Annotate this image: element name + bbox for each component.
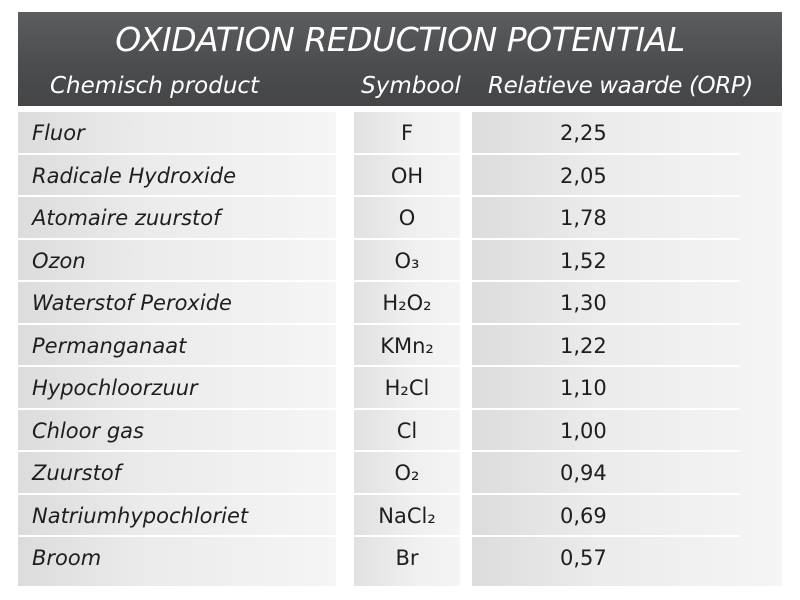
- symbol-cell: O₂: [394, 461, 420, 485]
- orp-value-cell: 0,69: [560, 503, 607, 528]
- row-divider: [18, 492, 336, 495]
- row-divider: [472, 535, 740, 537]
- symbol-cell: NaCl₂: [378, 503, 436, 528]
- product-cell: Atomaire zuurstof: [32, 206, 221, 230]
- table-row: Broom Br 0,57: [0, 537, 800, 580]
- row-divider: [18, 535, 336, 537]
- row-divider: [354, 280, 460, 282]
- table-row: Ozon O₃ 1,52: [0, 240, 800, 282]
- row-divider: [18, 280, 336, 282]
- product-cell: Ozon: [32, 248, 86, 273]
- orp-value-cell: 1,30: [560, 291, 607, 315]
- row-divider: [354, 450, 460, 452]
- product-cell: Permanganaat: [32, 333, 187, 358]
- symbol-cell: Cl: [396, 418, 418, 443]
- row-divider: [472, 492, 740, 495]
- orp-value-cell: 1,10: [560, 376, 607, 400]
- orp-value-cell: 1,00: [560, 418, 607, 443]
- orp-value-cell: 2,25: [560, 121, 607, 145]
- table-header: OXIDATION REDUCTION POTENTIAL Chemisch p…: [18, 12, 782, 106]
- column-header-symbol: Symbool: [361, 73, 461, 99]
- value-column-background: [472, 112, 782, 586]
- product-cell: Waterstof Peroxide: [32, 291, 232, 315]
- row-divider: [354, 237, 460, 240]
- product-cell: Broom: [32, 546, 102, 570]
- product-cell: Fluor: [32, 121, 85, 145]
- symbol-cell: H₂Cl: [384, 376, 430, 400]
- row-divider: [354, 195, 460, 197]
- row-divider: [18, 450, 336, 452]
- row-divider: [472, 152, 740, 155]
- table-title: OXIDATION REDUCTION POTENTIAL: [115, 20, 685, 59]
- table-row: Hypochloorzuur H₂Cl 1,10: [0, 367, 800, 410]
- symbol-cell: F: [400, 121, 414, 145]
- column-header-product: Chemisch product: [50, 73, 260, 99]
- table-row: Radicale Hydroxide OH 2,05: [0, 155, 800, 197]
- orp-value-cell: 2,05: [560, 163, 607, 188]
- product-cell: Zuurstof: [32, 461, 122, 485]
- row-divider: [354, 407, 460, 410]
- orp-value-cell: 0,57: [560, 546, 607, 570]
- row-divider: [18, 322, 336, 325]
- table-row: Atomaire zuurstof O 1,78: [0, 197, 800, 240]
- row-divider: [354, 322, 460, 325]
- symbol-cell: KMn₂: [380, 333, 434, 358]
- row-divider: [354, 152, 460, 155]
- row-divider: [472, 407, 740, 410]
- product-cell: Hypochloorzuur: [32, 376, 198, 400]
- row-divider: [18, 407, 336, 410]
- row-divider: [472, 237, 740, 240]
- symbol-column-background: [354, 112, 460, 586]
- row-divider: [472, 450, 740, 452]
- symbol-cell: Br: [395, 546, 419, 570]
- orp-value-cell: 1,22: [560, 333, 607, 358]
- row-divider: [18, 237, 336, 240]
- row-divider: [18, 365, 336, 367]
- row-divider: [18, 195, 336, 197]
- table-row: Chloor gas Cl 1,00: [0, 410, 800, 452]
- product-cell: Chloor gas: [32, 418, 144, 443]
- row-divider: [354, 535, 460, 537]
- row-divider: [472, 365, 740, 367]
- symbol-cell: O₃: [394, 248, 420, 273]
- row-divider: [354, 492, 460, 495]
- table-row: Waterstof Peroxide H₂O₂ 1,30: [0, 282, 800, 325]
- row-divider: [472, 322, 740, 325]
- symbol-cell: H₂O₂: [382, 291, 432, 315]
- table-row: Natriumhypochloriet NaCl₂ 0,69: [0, 495, 800, 537]
- table-body: Fluor F 2,25 Radicale Hydroxide OH 2,05 Atomai…: [0, 112, 800, 580]
- table-row: Zuurstof O₂ 0,94: [0, 452, 800, 495]
- table-row: Permanganaat KMn₂ 1,22: [0, 325, 800, 367]
- orp-value-cell: 1,52: [560, 248, 607, 273]
- table-row: Fluor F 2,25: [0, 112, 800, 155]
- orp-value-cell: 1,78: [560, 206, 607, 230]
- column-header-value: Relatieve waarde (ORP): [488, 73, 753, 99]
- product-cell: Radicale Hydroxide: [32, 163, 237, 188]
- row-divider: [354, 365, 460, 367]
- row-divider: [472, 280, 740, 282]
- symbol-cell: O: [398, 206, 416, 230]
- product-column-background: [18, 112, 336, 586]
- row-divider: [472, 195, 740, 197]
- row-divider: [18, 152, 336, 155]
- symbol-cell: OH: [390, 163, 424, 188]
- product-cell: Natriumhypochloriet: [32, 503, 249, 528]
- orp-value-cell: 0,94: [560, 461, 607, 485]
